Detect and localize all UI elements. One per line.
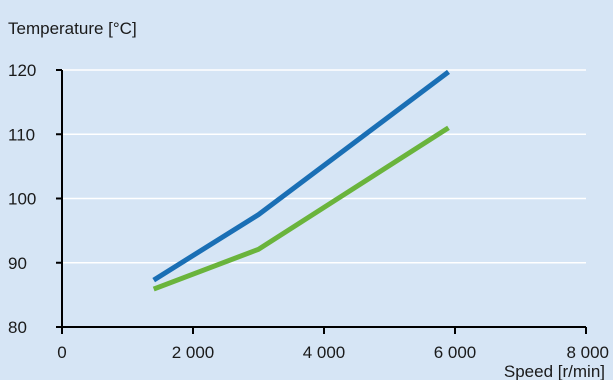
series-line-1 (152, 69, 451, 283)
grid-lines (62, 69, 586, 264)
series-layer (152, 69, 451, 292)
x-tick-label: 0 (57, 343, 66, 362)
tick-labels: 80 90 100 110 120 0 2 000 4 000 6 000 8 000 (8, 61, 609, 362)
x-tick-label: 8 000 (566, 343, 609, 362)
x-tick-label: 2 000 (172, 343, 215, 362)
y-tick-label: 80 (8, 318, 27, 337)
y-tick-label: 120 (8, 61, 36, 80)
x-tick-label: 4 000 (303, 343, 346, 362)
y-tick-label: 90 (8, 254, 27, 273)
y-tick-label: 110 (8, 125, 35, 144)
axes (56, 69, 587, 334)
y-tick-label: 100 (8, 190, 36, 209)
x-axis-title: Speed [r/min] (504, 362, 605, 380)
x-tick-label: 6 000 (434, 343, 477, 362)
y-axis-title: Temperature [°C] (8, 19, 137, 38)
series-line-2 (152, 125, 450, 292)
